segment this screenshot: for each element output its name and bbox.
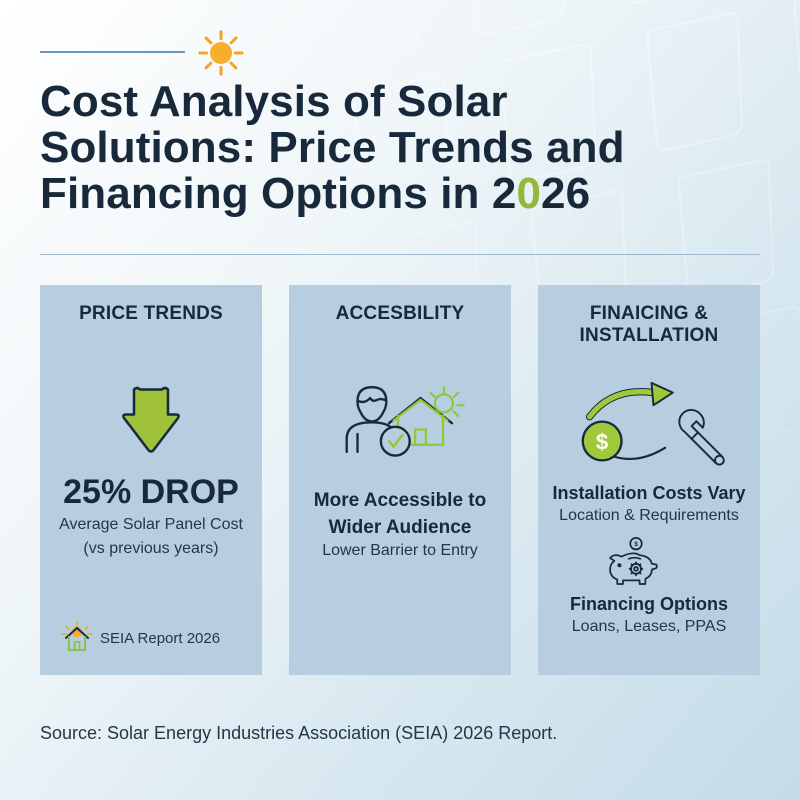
svg-text:$: $ xyxy=(634,541,638,548)
svg-text:$: $ xyxy=(596,430,609,455)
